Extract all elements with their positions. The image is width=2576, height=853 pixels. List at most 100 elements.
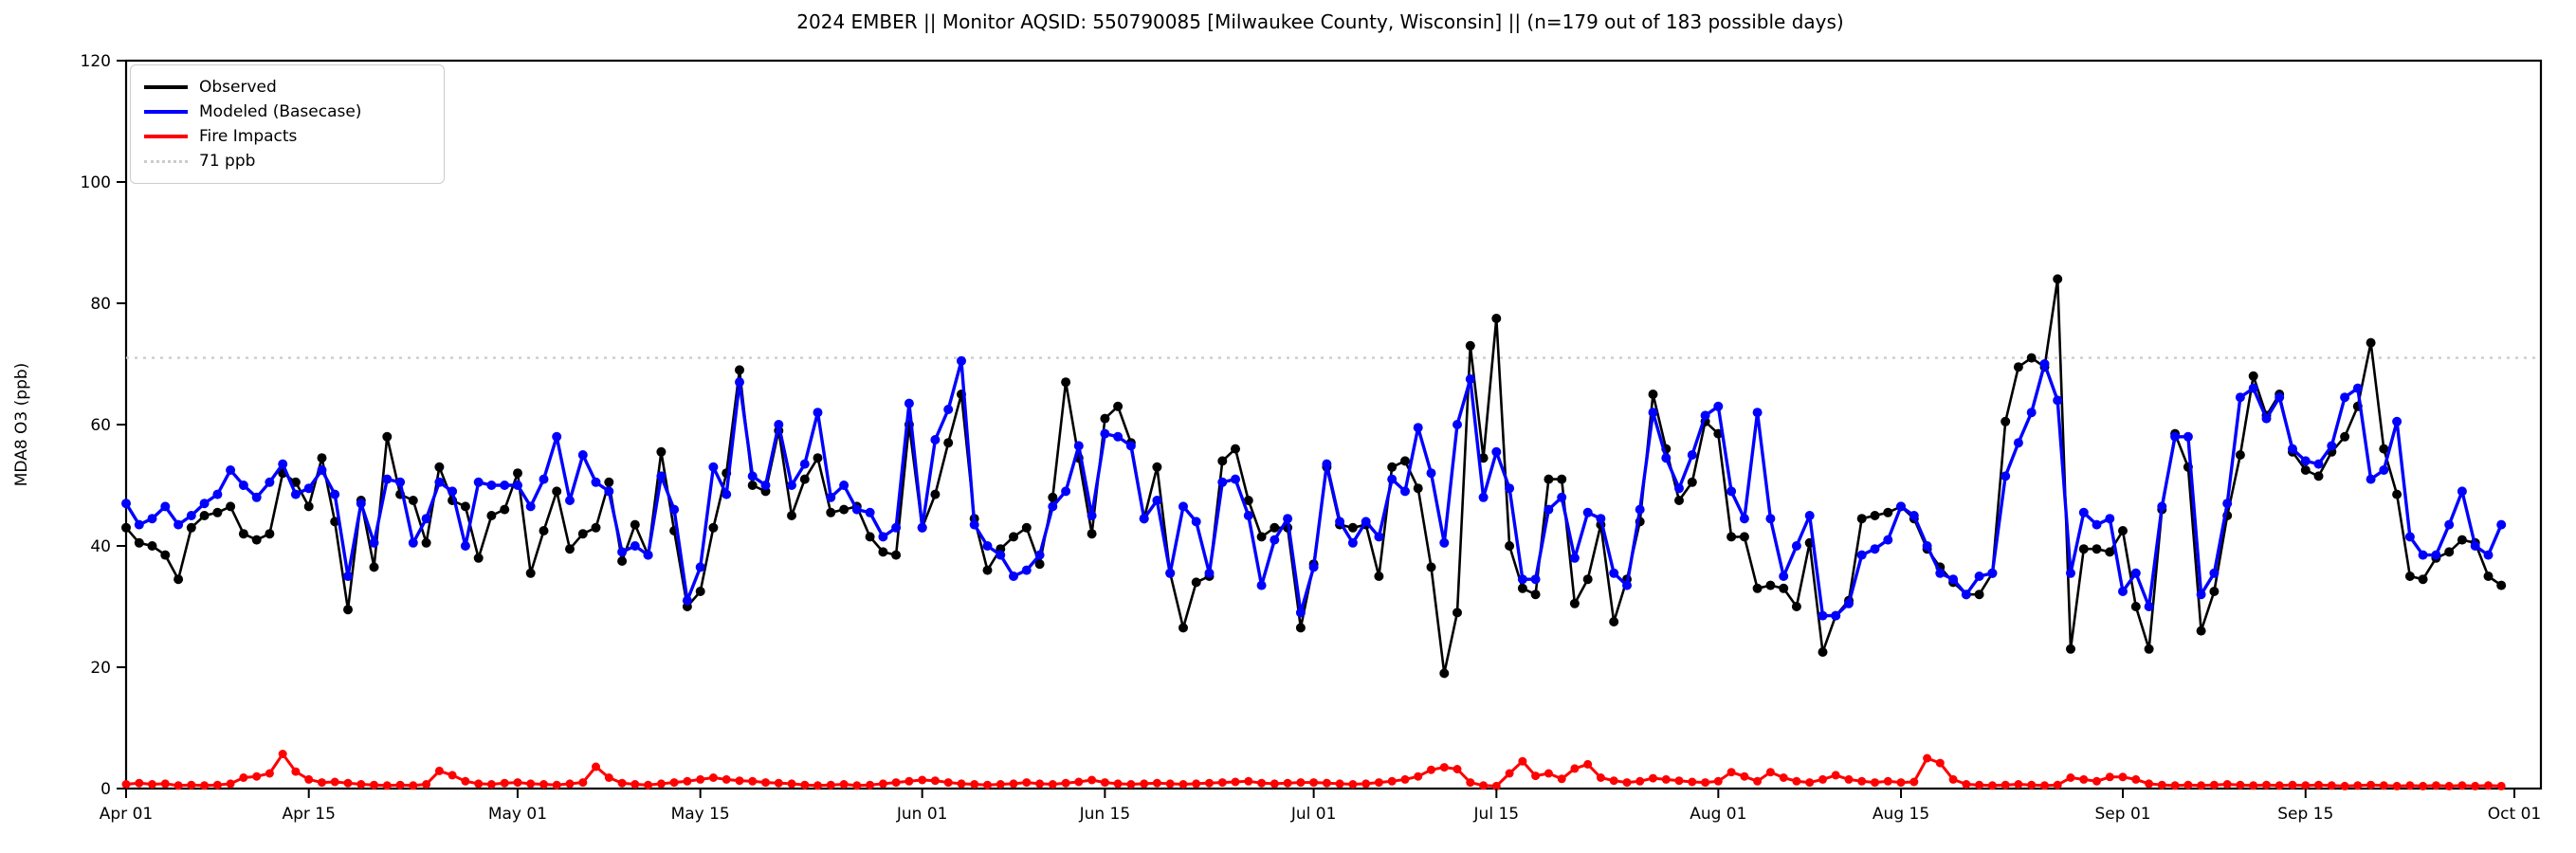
observed-point	[552, 486, 562, 497]
modeled-basecase-point	[343, 572, 353, 581]
observed-point	[1113, 401, 1124, 411]
modeled-basecase-point	[1948, 574, 1959, 585]
modeled-basecase-point	[1726, 486, 1737, 497]
fire-impacts-point	[2249, 781, 2258, 790]
fire-impacts-point	[1649, 773, 1657, 783]
modeled-basecase-point	[1739, 514, 1749, 524]
fire-impacts-point	[278, 750, 287, 758]
fire-impacts-point	[2053, 780, 2062, 789]
modeled-basecase-point	[2431, 550, 2441, 560]
observed-point	[2118, 526, 2128, 535]
modeled-basecase-markers	[121, 355, 2507, 621]
fire-impacts-point	[2353, 781, 2363, 790]
fire-impacts-point	[1205, 778, 1214, 788]
modeled-basecase-point	[1530, 574, 1541, 585]
fire-impacts-point	[970, 780, 979, 789]
modeled-basecase-point	[708, 462, 719, 472]
modeled-basecase-point	[1283, 514, 1293, 524]
modeled-basecase-point	[251, 492, 262, 502]
fire-impacts-point	[904, 776, 914, 786]
fire-impacts-point	[1674, 776, 1684, 786]
modeled-basecase-point	[2222, 499, 2233, 509]
observed-point	[1582, 574, 1593, 585]
modeled-basecase-point	[1922, 541, 1932, 551]
fire-impacts-point	[787, 779, 796, 789]
y-tick-label: 20	[90, 659, 111, 678]
modeled-basecase-point	[2261, 413, 2272, 424]
observed-point	[1517, 583, 1527, 593]
modeled-basecase-point	[682, 595, 692, 606]
fire-impacts-point	[409, 781, 418, 790]
fire-impacts-point	[265, 769, 274, 778]
modeled-basecase-point	[1361, 517, 1371, 527]
fire-impacts-point	[2118, 772, 2128, 782]
fire-impacts-point	[526, 779, 536, 789]
modeled-basecase-point	[1935, 568, 1946, 578]
fire-impacts-point	[448, 771, 457, 780]
modeled-basecase-point	[1322, 459, 1332, 469]
modeled-basecase-point	[238, 481, 248, 490]
fire-impacts-point	[1857, 776, 1867, 786]
modeled-basecase-point	[1687, 450, 1697, 460]
modeled-basecase-point	[1113, 431, 1124, 442]
observed-line	[125, 278, 2502, 675]
fire-impacts-point	[1217, 778, 1227, 788]
fire-impacts-point	[1622, 778, 1632, 788]
fire-impacts-point	[2131, 774, 2141, 784]
observed-point	[290, 477, 301, 487]
observed-point	[2340, 431, 2350, 442]
fire-impacts-point	[1126, 780, 1136, 789]
fire-impacts-point	[422, 780, 431, 789]
modeled-basecase-point	[630, 541, 640, 551]
observed-point	[160, 550, 171, 560]
modeled-basecase-point	[2352, 383, 2363, 393]
fire-impacts-point	[748, 776, 758, 786]
modeled-basecase-point	[1061, 486, 1071, 497]
fire-impacts-point	[1609, 776, 1618, 786]
fire-impacts-point	[617, 778, 627, 788]
observed-point	[1034, 559, 1045, 570]
observed-point	[695, 587, 705, 596]
modeled-basecase-point	[1661, 453, 1672, 463]
observed-point	[1243, 496, 1253, 505]
modeled-basecase-point	[617, 547, 628, 557]
fire-impacts-point	[239, 773, 248, 782]
fire-impacts-point	[1909, 777, 1919, 787]
modeled-basecase-point	[1335, 517, 1345, 527]
observed-point	[473, 553, 484, 563]
modeled-basecase-point	[722, 489, 732, 499]
modeled-basecase-point	[500, 481, 510, 490]
fire-impacts-point	[800, 780, 810, 789]
observed-point	[265, 529, 275, 539]
observed-point	[2496, 580, 2507, 590]
modeled-basecase-point	[1752, 408, 1763, 418]
modeled-basecase-point	[2235, 392, 2245, 403]
chart-title: 2024 EMBER || Monitor AQSID: 550790085 […	[796, 10, 1843, 33]
fire-impacts-point	[2040, 781, 2049, 790]
legend-item: 71 ppb	[144, 149, 430, 173]
modeled-basecase-point	[1609, 568, 1619, 578]
modeled-basecase-point	[2130, 568, 2141, 578]
modeled-basecase-point	[2144, 602, 2154, 611]
fire-impacts-point	[774, 778, 783, 788]
fire-impacts-point	[1061, 778, 1070, 788]
modeled-basecase-point	[473, 477, 484, 487]
legend-label: 71 ppb	[199, 152, 256, 171]
fire-impacts-point	[1570, 764, 1580, 773]
axes	[124, 59, 2543, 790]
modeled-basecase-point	[382, 474, 393, 484]
modeled-basecase-point	[826, 492, 836, 502]
fire-impacts-point	[1452, 765, 1462, 773]
observed-point	[1191, 577, 1201, 588]
modeled-basecase-point	[539, 474, 549, 484]
modeled-basecase-point	[395, 477, 406, 487]
fire-impacts-point	[1713, 776, 1723, 786]
modeled-basecase-point	[930, 435, 941, 445]
fire-impacts-point	[2392, 781, 2402, 790]
modeled-basecase-point	[1844, 598, 1854, 608]
fire-impacts-point	[1740, 771, 1749, 781]
fire-impacts-point	[1466, 778, 1475, 788]
fire-impacts-point	[2471, 781, 2480, 790]
observed-point	[1347, 522, 1358, 533]
